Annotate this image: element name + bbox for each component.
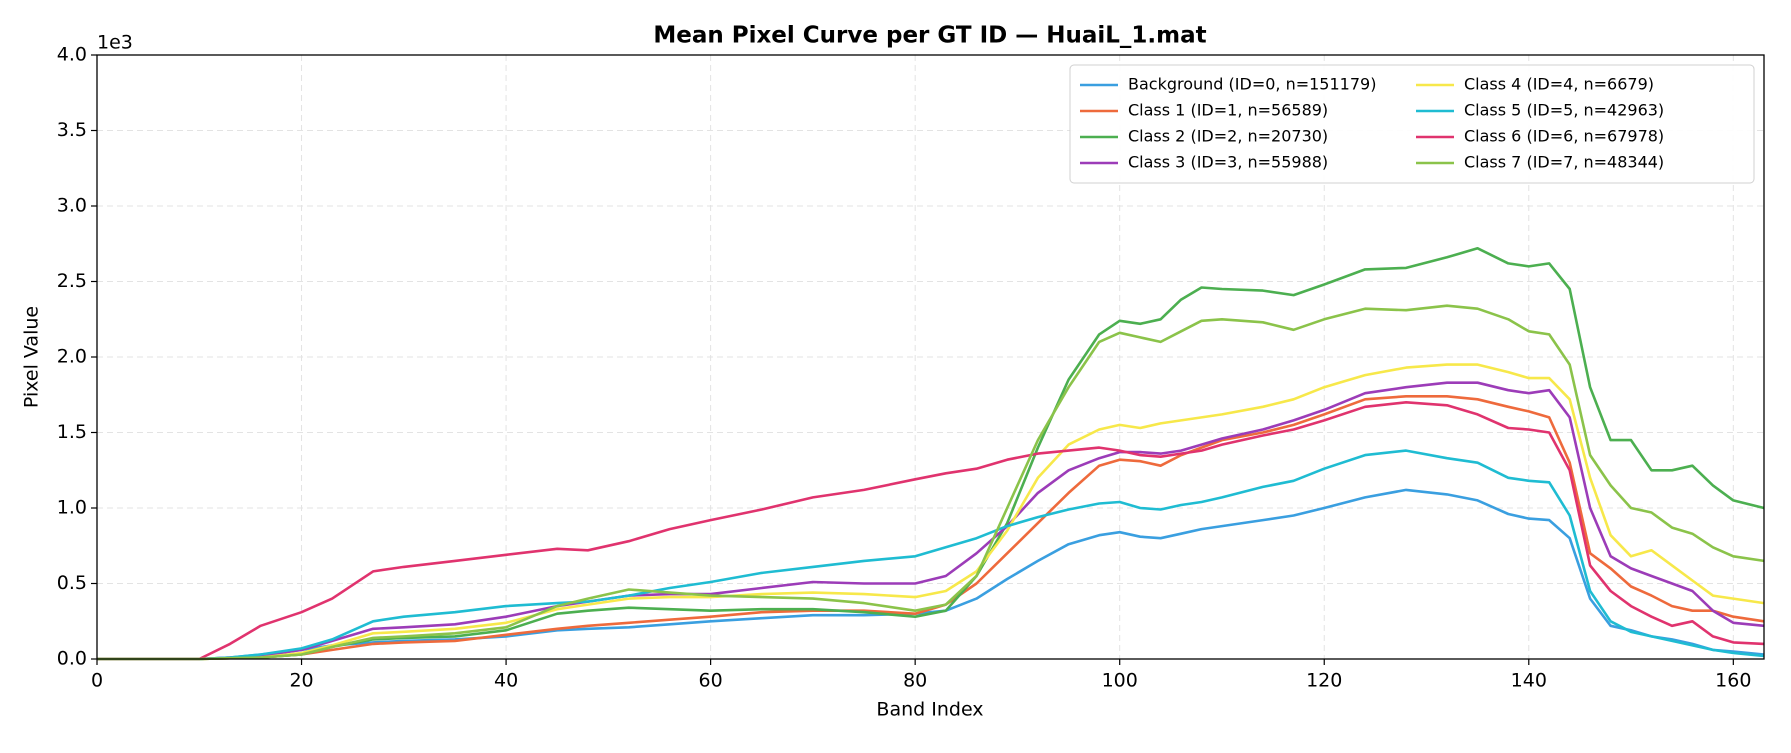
- y-tick-label: 1.0: [57, 497, 87, 519]
- series-line: [97, 363, 1765, 661]
- legend-label: Class 6 (ID=6, n=67978): [1464, 127, 1664, 146]
- series-line: [97, 304, 1765, 661]
- y-tick-label: 1.5: [57, 421, 87, 443]
- y-tick-label: 0.0: [57, 648, 87, 670]
- legend-label: Background (ID=0, n=151179): [1128, 75, 1376, 94]
- x-tick-label: 40: [494, 670, 518, 692]
- series-line: [97, 449, 1765, 661]
- legend-label: Class 1 (ID=1, n=56589): [1128, 101, 1328, 120]
- chart-title: Mean Pixel Curve per GT ID — HuaiL_1.mat: [653, 23, 1206, 49]
- y-tick-label: 3.5: [57, 119, 87, 141]
- series-line: [97, 395, 1765, 661]
- lines: [97, 247, 1765, 661]
- x-tick-label: 140: [1511, 670, 1547, 692]
- x-tick-label: 20: [289, 670, 313, 692]
- y-tick-label: 3.0: [57, 195, 87, 217]
- series-line: [97, 381, 1765, 661]
- y-tick-label: 4.0: [57, 44, 87, 66]
- legend-label: Class 7 (ID=7, n=48344): [1464, 153, 1664, 172]
- x-tick-label: 0: [91, 670, 103, 692]
- legend-label: Class 5 (ID=5, n=42963): [1464, 101, 1664, 120]
- x-tick-label: 160: [1715, 670, 1751, 692]
- legend-box: [1069, 64, 1755, 184]
- axes: 0 20 40 60 80 100 120 140 160 0.0 0.5 1.0 1.5 2.0 2.5 3…: [57, 44, 1752, 692]
- x-tick-label: 60: [699, 670, 723, 692]
- y-offset-label: 1e3: [97, 32, 133, 54]
- legend: Background (ID=0, n=151179) Class 1 (ID=1…: [1069, 64, 1755, 184]
- y-tick-label: 2.5: [57, 270, 87, 292]
- legend-label: Class 4 (ID=4, n=6679): [1464, 75, 1654, 94]
- x-tick-label: 120: [1306, 670, 1342, 692]
- series-line: [97, 247, 1765, 661]
- x-tick-label: 100: [1102, 670, 1138, 692]
- series-line: [97, 401, 1765, 661]
- y-tick-label: 2.0: [57, 346, 87, 368]
- legend-label: Class 2 (ID=2, n=20730): [1128, 127, 1328, 146]
- y-axis-label: Pixel Value: [21, 306, 43, 408]
- y-tick-label: 0.5: [57, 572, 87, 594]
- x-tick-label: 80: [903, 670, 927, 692]
- legend-label: Class 3 (ID=3, n=55988): [1128, 153, 1328, 172]
- x-axis-label: Band Index: [876, 699, 983, 721]
